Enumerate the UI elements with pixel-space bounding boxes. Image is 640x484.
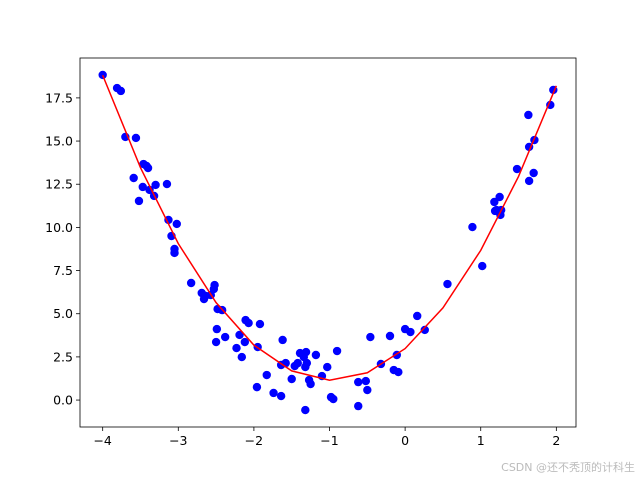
scatter-point — [495, 192, 504, 202]
y-tick-label: 12.5 — [45, 177, 73, 192]
scatter-point — [262, 370, 271, 380]
scatter-point — [512, 164, 522, 174]
scatter-point — [443, 279, 452, 289]
scatter-point — [170, 248, 179, 258]
scatter-point — [490, 197, 499, 207]
scatter-point — [420, 325, 429, 335]
scatter-point — [151, 180, 160, 190]
scatter-point — [413, 311, 422, 321]
scatter-point — [529, 168, 538, 178]
watermark: CSDN @还不秃顶的计科生 — [501, 460, 635, 474]
scatter-point — [363, 385, 372, 395]
scatter-point — [524, 176, 534, 186]
y-tick-label: 17.5 — [45, 90, 73, 105]
scatter-point — [116, 86, 126, 96]
y-tick-label: 7.5 — [53, 263, 73, 278]
x-tick-label: −1 — [320, 433, 338, 448]
scatter-point — [134, 196, 144, 206]
y-tick-label: 5.0 — [53, 306, 73, 321]
scatter-point — [162, 179, 172, 189]
x-tick-label: 0 — [401, 433, 409, 448]
scatter-point — [329, 394, 338, 404]
scatter-point — [220, 332, 230, 342]
scatter-point — [354, 401, 363, 411]
x-tick-label: 1 — [477, 433, 485, 448]
scatter-point — [311, 350, 321, 360]
scatter-point — [301, 362, 310, 372]
scatter-point — [211, 337, 221, 347]
scatter-point — [252, 382, 262, 392]
scatter-point — [98, 70, 107, 80]
scatter-point — [276, 391, 286, 401]
scatter-point — [269, 388, 278, 398]
scatter-point — [244, 318, 253, 328]
scatter-point — [406, 327, 415, 337]
scatter-point — [255, 319, 265, 329]
scatter-point — [468, 222, 477, 232]
scatter-point — [235, 330, 244, 340]
scatter-point — [306, 379, 315, 389]
scatter-point — [237, 352, 247, 362]
plot-frame — [79, 57, 577, 428]
scatter-point — [287, 374, 296, 384]
fit-line — [101, 74, 558, 381]
scatter-point — [293, 358, 302, 368]
y-tick-label: 2.5 — [53, 349, 73, 364]
scatter-point — [143, 163, 153, 173]
scatter-point — [301, 405, 310, 415]
scatter-point — [129, 173, 138, 183]
scatter-point — [278, 335, 287, 345]
scatter-point — [394, 367, 403, 377]
scatter-point — [232, 343, 241, 353]
scatter-point — [478, 261, 487, 271]
scatter-point — [186, 278, 196, 288]
x-tick-label: −2 — [245, 433, 263, 448]
x-tick-label: 2 — [552, 433, 560, 448]
x-tick-label: −4 — [93, 433, 111, 448]
scatter-point — [138, 182, 147, 192]
scatter-point — [209, 284, 219, 294]
scatter-point — [385, 331, 395, 341]
y-tick-label: 0.0 — [53, 393, 73, 408]
scatter-point — [145, 185, 154, 195]
scatter-point — [131, 133, 141, 143]
scatter-point — [332, 346, 342, 356]
y-tick-label: 10.0 — [45, 220, 73, 235]
x-tick-label: −3 — [169, 433, 187, 448]
scatter-point — [301, 347, 311, 357]
scatter-point — [366, 332, 375, 342]
scatter-point — [323, 362, 332, 372]
scatter-point — [164, 215, 173, 225]
scatter-point — [524, 110, 533, 120]
scatter-point — [212, 324, 222, 334]
y-tick-label: 15.0 — [45, 134, 73, 149]
scatter-point — [240, 337, 250, 347]
scatter-point — [361, 376, 371, 386]
scatter-point — [172, 219, 181, 229]
scatter-point — [354, 377, 363, 387]
